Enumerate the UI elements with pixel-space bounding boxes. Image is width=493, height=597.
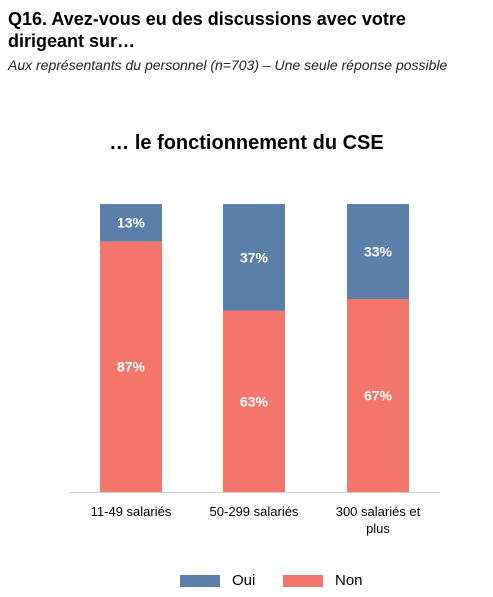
- bar-oui-3: [347, 204, 409, 300]
- bar-oui-2: [223, 204, 285, 311]
- bar-oui-1: [100, 204, 162, 242]
- data-label-oui-1: 13%: [117, 215, 146, 231]
- stacked-bar-chart: 87% 13% 63% 37% 67% 33% 11-49 salariés 50-299 s…: [70, 204, 440, 536]
- legend-label-oui: Oui: [232, 572, 256, 589]
- bar-non-3: [347, 299, 409, 492]
- legend-item-oui: Oui: [180, 572, 255, 589]
- data-label-non-3: 67%: [364, 388, 393, 404]
- data-label-oui-2: 37%: [240, 249, 269, 265]
- data-label-oui-3: 33%: [364, 244, 393, 260]
- chart-title: … le fonctionnement du CSE: [109, 132, 384, 154]
- x-tick-label-1: 11-49 salariés: [91, 504, 172, 519]
- x-tick-label-3: 300 salariés et plus: [336, 504, 421, 536]
- data-label-non-1: 87%: [117, 359, 146, 375]
- x-tick-label-2: 50-299 salariés: [210, 504, 299, 519]
- legend-label-non: Non: [335, 572, 363, 589]
- legend-swatch-non: [283, 574, 323, 587]
- bar-non-2: [223, 310, 285, 492]
- legend-swatch-oui: [180, 574, 220, 587]
- legend-item-non: Non: [283, 572, 363, 589]
- bar-non-1: [100, 241, 162, 492]
- chart-legend: Oui Non: [0, 572, 493, 594]
- question-title: Q16. Avez-vous eu des discussions avec v…: [8, 9, 406, 51]
- question-subtitle: Aux représentants du personnel (n=703) –…: [8, 57, 448, 73]
- data-label-non-2: 63%: [240, 393, 269, 409]
